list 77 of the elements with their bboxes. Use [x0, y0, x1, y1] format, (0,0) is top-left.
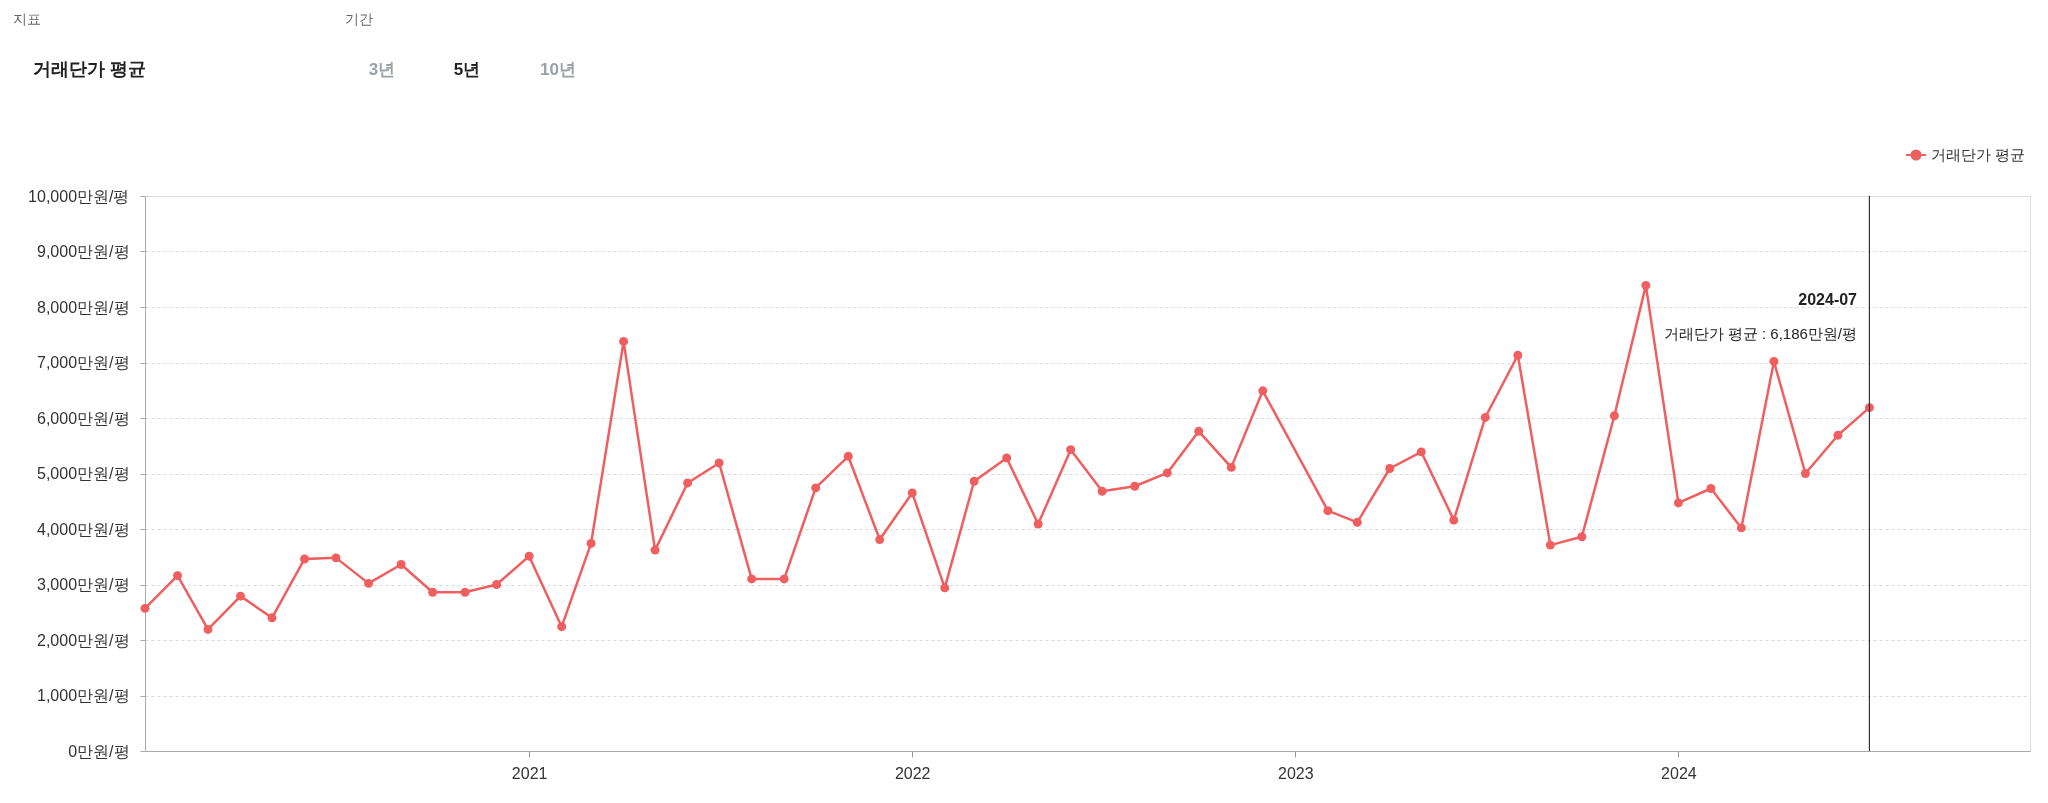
point [1800, 469, 1810, 478]
point [650, 545, 660, 555]
x-tick-label: 2022 [894, 764, 931, 782]
point [140, 603, 150, 613]
point [524, 551, 534, 561]
y-tick-label: 8,000만원/평 [37, 298, 130, 316]
point [811, 483, 821, 493]
point [940, 583, 950, 593]
y-tick-label: 3,000만원/평 [37, 576, 130, 593]
y-tick-label: 6,000만원/평 [37, 409, 130, 427]
point [619, 336, 629, 346]
point [747, 574, 757, 584]
point [1258, 386, 1268, 396]
point [1002, 453, 1012, 463]
text: 5년 [453, 60, 481, 79]
annotation: 2024-07 [1798, 291, 1858, 308]
point [1673, 498, 1683, 508]
y-tick-label: 2,000만원/평 [37, 631, 130, 649]
point [1769, 356, 1779, 366]
x-tick-label: 2024 [1661, 764, 1697, 782]
y-tick-label: 0만원/평 [68, 742, 130, 760]
point [300, 554, 309, 564]
text: 거래단가 평균 [33, 59, 147, 79]
point [586, 538, 596, 548]
point [714, 458, 724, 468]
y-tick-label: 10,000만원/평 [28, 187, 130, 205]
point [1833, 430, 1843, 440]
y-tick-label: 1,000만원/평 [37, 687, 130, 704]
x-tick-label: 2023 [1278, 764, 1314, 782]
point [1066, 445, 1076, 455]
point [1097, 486, 1107, 496]
point [492, 580, 502, 589]
point [1706, 484, 1716, 493]
point [969, 476, 979, 486]
text: 지표 [13, 11, 41, 27]
point [236, 591, 245, 601]
text: 3년 [368, 60, 396, 79]
point [1545, 540, 1555, 550]
point [1162, 468, 1172, 478]
point [428, 587, 438, 597]
point [1033, 519, 1043, 529]
point [203, 624, 213, 634]
legend-label: 거래단가 평균 [1931, 146, 2026, 163]
point [331, 553, 341, 563]
x-tick-label: 2021 [511, 764, 548, 782]
point [1385, 464, 1395, 473]
point [1226, 462, 1236, 472]
annotation: 거래단가 평균 : 6,186만원/평 [1663, 325, 1857, 342]
point [1480, 412, 1490, 422]
point [1323, 506, 1333, 516]
point [364, 578, 374, 588]
point [173, 571, 183, 581]
point [1194, 426, 1204, 436]
point [1577, 532, 1587, 542]
point [267, 613, 277, 623]
point [1641, 280, 1651, 290]
point [1449, 515, 1459, 525]
point [1609, 411, 1619, 421]
point [907, 488, 917, 498]
point [875, 535, 885, 545]
point [1416, 447, 1426, 457]
text: 기간 [345, 11, 373, 27]
y-tick-label: 7,000만원/평 [37, 354, 130, 371]
point [396, 560, 406, 569]
y-tick-label: 4,000만원/평 [37, 520, 130, 538]
point [1513, 350, 1523, 360]
point [1736, 523, 1746, 533]
text: 10년 [540, 60, 576, 79]
y-tick-label: 5,000만원/평 [37, 465, 130, 482]
point [1130, 481, 1140, 491]
point [1352, 517, 1362, 527]
point [843, 451, 853, 461]
point [557, 622, 567, 632]
point [683, 478, 693, 488]
y-tick-label: 9,000만원/평 [37, 243, 130, 260]
point [779, 574, 789, 584]
point [460, 587, 470, 597]
